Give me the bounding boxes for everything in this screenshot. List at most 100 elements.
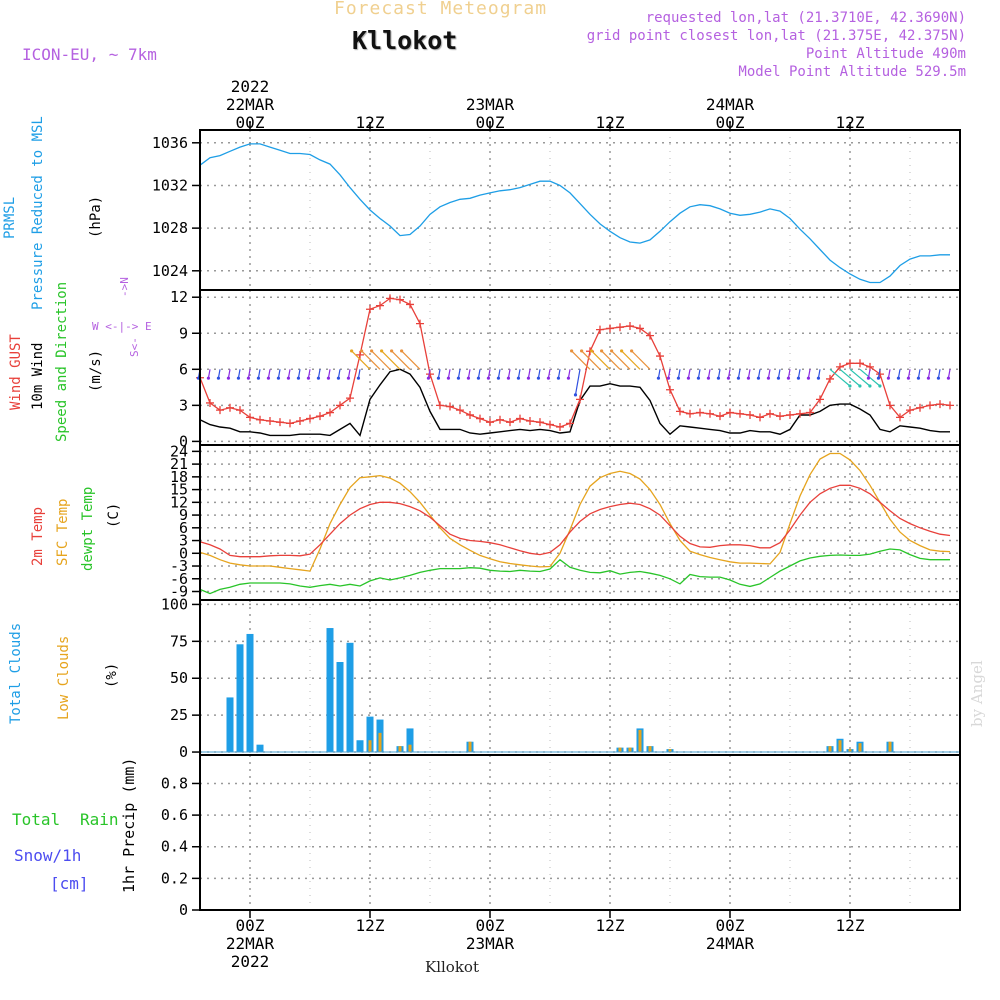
- gust-marker: [776, 412, 784, 421]
- panel-frame-wind: [199, 289, 961, 446]
- wind-arrow-head: [306, 376, 311, 380]
- wind10m-line: [199, 368, 950, 437]
- wind-arrow-head: [526, 376, 531, 380]
- gust-marker: [446, 402, 454, 411]
- wind-arrow-head: [706, 376, 711, 380]
- gust-marker: [326, 408, 334, 417]
- wind-arrow-head: [686, 376, 691, 380]
- wind-arrow-head: [456, 376, 461, 380]
- temp-tick-label: -3: [170, 557, 188, 575]
- gust-marker: [536, 418, 544, 427]
- wind-arrow: [631, 350, 651, 370]
- pressure-tick-label: 1028: [152, 219, 188, 237]
- wind-arrow-head: [316, 376, 321, 380]
- wind-arrow-head: [426, 376, 431, 380]
- wind-arrow-head: [296, 376, 301, 380]
- temp-tick-label: 0: [179, 544, 188, 562]
- panel-frame-precip: [199, 754, 961, 911]
- wind-tick-label: 3: [179, 396, 188, 414]
- total-cloud-bar: [226, 697, 234, 753]
- temp2m-line: [199, 484, 951, 558]
- compass-mid: <-|->: [105, 320, 139, 333]
- low-cloud-bar: [638, 729, 642, 753]
- compass-e: E: [145, 320, 152, 333]
- gust-marker: [436, 401, 444, 410]
- model-point-altitude: Model Point Altitude 529.5m: [738, 64, 966, 80]
- gust-marker: [706, 409, 714, 418]
- gust-marker: [766, 409, 774, 418]
- wind-arrow-head: [590, 349, 594, 353]
- temp-tick-label: 15: [170, 481, 188, 499]
- gust-marker: [926, 401, 934, 410]
- dewpt-line: [199, 548, 950, 595]
- wind-arrow-head: [256, 376, 261, 380]
- compass-w: W: [92, 320, 99, 333]
- gust-marker: [686, 409, 694, 418]
- wind-arrow-head: [573, 393, 578, 397]
- temp-tick-label: 6: [179, 519, 188, 537]
- low-cloud-bar: [378, 732, 382, 753]
- gust-marker: [636, 324, 644, 333]
- wind-arrow-head: [580, 349, 584, 353]
- wind-arrow-head: [868, 384, 872, 388]
- gust-marker: [206, 398, 214, 407]
- wind-arrow-head: [276, 376, 281, 380]
- wind-tick-label: 6: [179, 360, 188, 378]
- gust-marker: [856, 359, 864, 368]
- wind-arrow-head: [620, 349, 624, 353]
- gust-marker: [816, 395, 824, 404]
- wind-arrow-head: [746, 376, 751, 380]
- wind-arrow-head: [878, 384, 882, 388]
- wind-arrow-head: [716, 376, 721, 380]
- wind-arrow-head: [556, 376, 561, 380]
- temp-tick-label: -9: [170, 583, 188, 601]
- gust-marker: [946, 401, 954, 410]
- gust-marker: [546, 420, 554, 429]
- wind-arrow: [574, 369, 581, 396]
- low-cloud-bar: [858, 743, 862, 753]
- wind-arrow: [849, 368, 871, 387]
- temp-tick-label: -6: [170, 570, 188, 588]
- wind-arrow-head: [486, 376, 491, 380]
- gust-marker: [736, 409, 744, 418]
- wind-arrow-head: [206, 376, 211, 380]
- gust-marker: [616, 323, 624, 332]
- bottom-time-label: 12Z: [836, 916, 865, 935]
- precip-tick-label: 0.6: [161, 806, 188, 824]
- pressure-tick-label: 1024: [152, 262, 188, 280]
- wind-tick-label: 0: [179, 432, 188, 450]
- total-cloud-bar: [406, 728, 414, 753]
- bottom-time-label: 12Z: [596, 916, 625, 935]
- gust-marker: [286, 419, 294, 428]
- total-cloud-bar: [356, 740, 364, 753]
- wind-arrow-head: [906, 376, 911, 380]
- total-cloud-bar: [346, 642, 354, 753]
- gust-marker: [226, 403, 234, 412]
- wind-arrow-head: [346, 376, 351, 380]
- wind-arrow-head: [816, 376, 821, 380]
- low-cloud-bar: [828, 746, 832, 753]
- gust-marker: [256, 415, 264, 424]
- panel-frame-temp: [199, 444, 961, 601]
- precip-total-label: Total: [12, 810, 61, 829]
- top-time-label: 2022: [231, 77, 270, 96]
- gust-marker: [506, 418, 514, 427]
- gust-marker: [646, 331, 654, 340]
- bottom-time-label: 24MAR: [706, 934, 755, 953]
- low-cloud-bar: [618, 747, 622, 753]
- gust-marker: [376, 301, 384, 310]
- wind-arrow-head: [896, 376, 901, 380]
- gust-marker: [886, 401, 894, 410]
- total-cloud-bar: [236, 644, 244, 753]
- wind-arrow-head: [286, 376, 291, 380]
- gust-marker: [576, 395, 584, 404]
- wind-arrow-head: [786, 376, 791, 380]
- wind-arrow-head: [356, 376, 361, 380]
- gust-marker: [556, 422, 564, 431]
- wind-arrow-head: [610, 349, 614, 353]
- wind-arrow-head: [570, 349, 574, 353]
- total-cloud-bar: [336, 662, 344, 753]
- wind-arrow-head: [926, 376, 931, 380]
- wind-tick-label: 12: [170, 288, 188, 306]
- low-cloud-bar: [888, 741, 892, 753]
